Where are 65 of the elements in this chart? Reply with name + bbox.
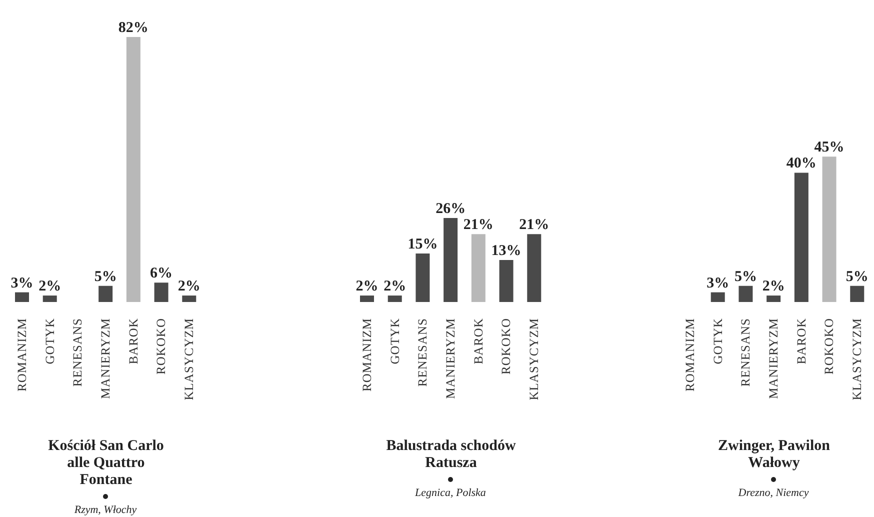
bar (126, 37, 140, 302)
data-label: 2% (384, 278, 406, 295)
bar (738, 286, 753, 302)
x-tick-label: KLASYCYZM (527, 318, 542, 400)
data-label: 3% (10, 275, 34, 292)
x-tick-label: ROMANIZM (682, 318, 697, 392)
bar (527, 234, 542, 302)
bar (471, 234, 486, 302)
x-tick-label: RENESANS (738, 318, 753, 387)
x-tick-label: MANIERYZM (766, 318, 780, 399)
data-label: 82% (118, 20, 148, 36)
text: Kościół San Carlo alle Quattro Fontane (47, 438, 165, 489)
x-tick-label: BAROK (471, 318, 486, 364)
x-tick-label: KLASYCYZM (182, 318, 196, 400)
x-tick-label: ROMANIZM (360, 318, 374, 392)
data-label: 2% (356, 278, 378, 295)
bar (499, 260, 514, 302)
bar (850, 286, 864, 302)
x-tick-label: MANIERYZM (98, 318, 112, 399)
bar (766, 296, 781, 302)
data-label: 5% (846, 268, 868, 285)
data-label: 26% (436, 200, 466, 217)
bar (98, 286, 113, 302)
x-tick-label: GOTYK (42, 318, 57, 364)
bar (15, 292, 29, 302)
data-label: 45% (814, 140, 844, 156)
x-tick-label: ROKOKO (822, 318, 836, 374)
bar (444, 218, 458, 302)
data-label: 2% (178, 278, 200, 295)
x-tick-label: ROMANIZM (14, 318, 29, 392)
bar (154, 282, 168, 302)
x-tick-label: RENESANS (70, 318, 85, 387)
data-label: 2% (762, 278, 785, 295)
x-tick-label: MANIERYZM (444, 318, 458, 399)
bar (360, 296, 374, 302)
x-tick-label: BAROK (126, 318, 140, 364)
data-label: 5% (94, 268, 117, 285)
bar (42, 296, 57, 302)
bar (182, 296, 196, 302)
data-label: 15% (408, 236, 438, 253)
text: Zwinger, Pawilon Wałowy (717, 438, 831, 472)
x-tick-label: ROKOKO (499, 318, 514, 374)
data-label: 40% (786, 156, 816, 172)
x-tick-label: GOTYK (710, 318, 725, 364)
data-label: 21% (519, 217, 550, 234)
data-label: 13% (491, 242, 522, 259)
data-label: 3% (706, 275, 730, 292)
x-tick-label: KLASYCYZM (850, 318, 864, 400)
text: Legnica, Polska (414, 487, 487, 499)
data-label: 21% (463, 217, 494, 234)
bar (388, 296, 402, 302)
bar (710, 292, 725, 302)
text: Drezno, Niemcy (737, 487, 810, 499)
data-label: 2% (38, 278, 62, 295)
data-label: 6% (150, 266, 173, 282)
x-tick-label: RENESANS (416, 318, 430, 387)
x-tick-label: BAROK (794, 318, 808, 364)
bar (416, 254, 430, 302)
text: Balustrada schodów Ratusza (385, 438, 517, 472)
data-label: 5% (734, 268, 757, 285)
bar (822, 156, 836, 302)
bar (794, 172, 808, 302)
x-tick-label: GOTYK (388, 318, 402, 364)
x-tick-label: ROKOKO (154, 318, 168, 374)
text: Rzym, Włochy (73, 504, 138, 516)
